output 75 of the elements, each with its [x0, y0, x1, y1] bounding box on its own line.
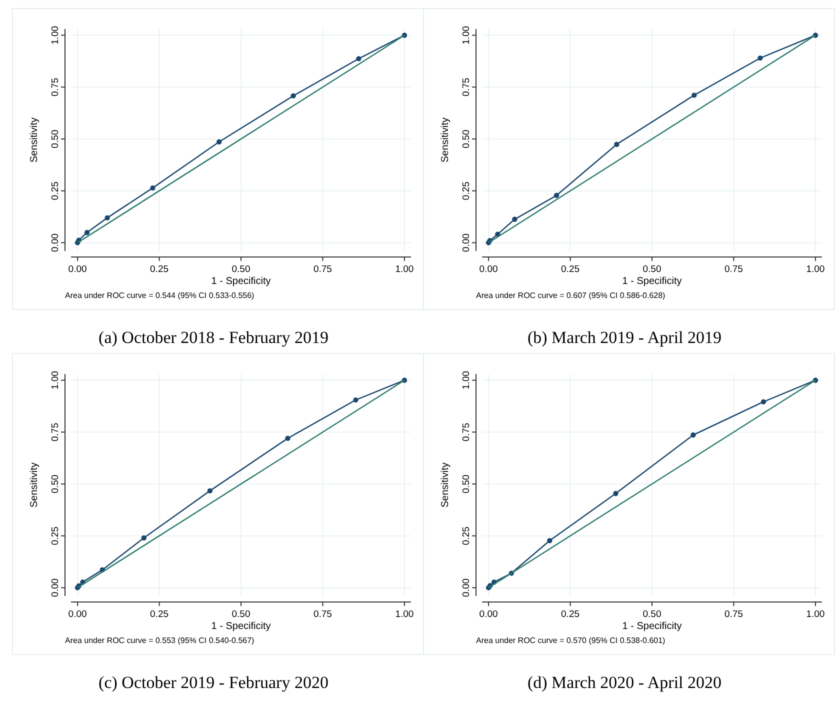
y-tick-label: 0.25	[50, 526, 61, 546]
point	[104, 215, 110, 220]
y-tick-label: 0.50	[461, 130, 472, 148]
x-tick-label: 0.75	[313, 264, 332, 275]
x-axis-title: 1 - Specificity	[211, 621, 271, 632]
point	[207, 488, 213, 494]
text: Area under ROC curve = 0.607 (95% CI 0.586-0.628)	[476, 291, 666, 300]
point	[760, 399, 766, 404]
y-tick-label: 1.00	[461, 26, 472, 44]
point	[141, 535, 147, 541]
point	[758, 55, 763, 61]
y-tick-label: 0.00	[461, 578, 472, 597]
y-tick-label: 0.75	[50, 422, 61, 442]
point	[353, 397, 358, 403]
point	[150, 185, 156, 191]
y-tick-label: 1.00	[461, 370, 472, 390]
x-tick-label: 0.75	[724, 264, 743, 275]
point	[690, 432, 696, 438]
y-axis-title: Sensitivity	[440, 462, 451, 508]
y-tick-label: 0.00	[461, 233, 472, 252]
point	[84, 230, 90, 236]
point	[547, 538, 552, 544]
y-tick-label: 0.25	[461, 526, 472, 546]
x-tick-label: 0.25	[150, 609, 169, 620]
point	[613, 490, 618, 496]
y-tick-label: 1.00	[50, 370, 61, 390]
y-tick-label: 0.00	[50, 233, 61, 252]
x-tick-label: 1.00	[806, 264, 825, 275]
point	[356, 56, 362, 62]
x-axis-title: 1 - Specificity	[622, 621, 682, 632]
text: (a) October 2018 - February 2019	[98, 328, 330, 348]
x-axis-title: 1 - Specificity	[622, 276, 682, 287]
point	[285, 436, 290, 441]
point	[554, 192, 560, 198]
text: Area under ROC curve = 0.544 (95% CI 0.533-0.556)	[65, 291, 255, 300]
x-tick-label: 0.25	[561, 609, 580, 620]
text: (d) March 2020 - April 2020	[526, 673, 723, 693]
point	[216, 139, 222, 144]
y-tick-label: 0.75	[461, 422, 472, 442]
x-tick-label: 0.00	[479, 264, 498, 275]
y-tick-label: 0.25	[50, 182, 61, 200]
x-tick-label: 0.25	[150, 264, 169, 275]
point	[290, 93, 296, 98]
point	[692, 92, 697, 98]
y-tick-label: 1.00	[50, 26, 61, 44]
y-tick-label: 0.50	[50, 474, 61, 494]
y-tick-label: 0.50	[50, 130, 61, 148]
x-axis-title: 1 - Specificity	[211, 276, 271, 287]
text: (c) October 2019 - February 2020	[98, 673, 330, 693]
y-tick-label: 0.75	[50, 78, 61, 96]
text: Area under ROC curve = 0.553 (95% CI 0.540-0.567)	[65, 636, 255, 645]
text: (b) March 2019 - April 2019	[526, 328, 723, 348]
x-tick-label: 0.75	[313, 609, 332, 620]
point	[512, 216, 518, 222]
y-tick-label: 0.25	[461, 182, 472, 200]
x-tick-label: 0.75	[724, 609, 743, 620]
x-tick-label: 0.50	[232, 264, 250, 275]
y-axis-title: Sensitivity	[29, 117, 40, 163]
point	[614, 142, 620, 147]
x-tick-label: 0.00	[68, 264, 87, 275]
y-axis-title: Sensitivity	[29, 462, 40, 508]
x-tick-label: 0.50	[642, 609, 662, 620]
x-tick-label: 1.00	[395, 264, 414, 275]
y-tick-label: 0.00	[50, 578, 61, 597]
x-tick-label: 0.50	[232, 609, 250, 620]
text: Area under ROC curve = 0.570 (95% CI 0.538-0.601)	[476, 636, 666, 645]
x-tick-label: 0.00	[479, 609, 498, 620]
x-tick-label: 0.50	[642, 264, 662, 275]
x-tick-label: 0.25	[561, 264, 580, 275]
x-tick-label: 1.00	[806, 609, 825, 620]
x-tick-label: 1.00	[395, 609, 414, 620]
y-axis-title: Sensitivity	[440, 117, 451, 163]
y-tick-label: 0.75	[461, 78, 472, 96]
x-tick-label: 0.00	[68, 609, 87, 620]
y-tick-label: 0.50	[461, 474, 472, 494]
